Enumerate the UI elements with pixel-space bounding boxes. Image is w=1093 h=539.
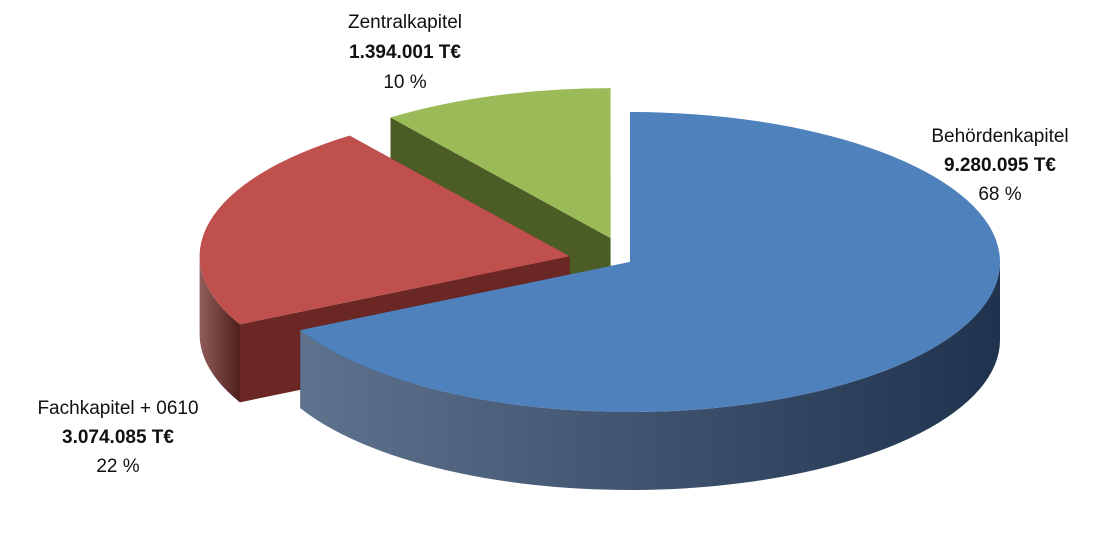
category-label: Behördenkapitel bbox=[931, 126, 1068, 147]
slice bbox=[390, 88, 611, 239]
slice bbox=[199, 135, 570, 325]
label-zentral: Zentralkapitel 1.394.001 T€ 10 % bbox=[348, 12, 462, 93]
category-label: Fachkapitel + 0610 bbox=[37, 398, 198, 419]
slice bbox=[300, 112, 1000, 412]
category-label: Zentralkapitel bbox=[348, 12, 462, 33]
label-behoerden: Behördenkapitel 9.280.095 T€ 68 % bbox=[931, 126, 1068, 205]
value-label: 1.394.001 T€ bbox=[349, 42, 461, 63]
slice-side-shade bbox=[300, 262, 1000, 490]
label-fach: Fachkapitel + 0610 3.074.085 T€ 22 % bbox=[37, 398, 198, 477]
value-label: 9.280.095 T€ bbox=[944, 155, 1056, 176]
slice-side-shade bbox=[199, 256, 240, 403]
percent-label: 22 % bbox=[96, 456, 139, 477]
percent-label: 68 % bbox=[978, 184, 1021, 205]
percent-label: 10 % bbox=[383, 72, 426, 93]
value-label: 3.074.085 T€ bbox=[62, 427, 174, 448]
pie bbox=[199, 88, 1000, 490]
